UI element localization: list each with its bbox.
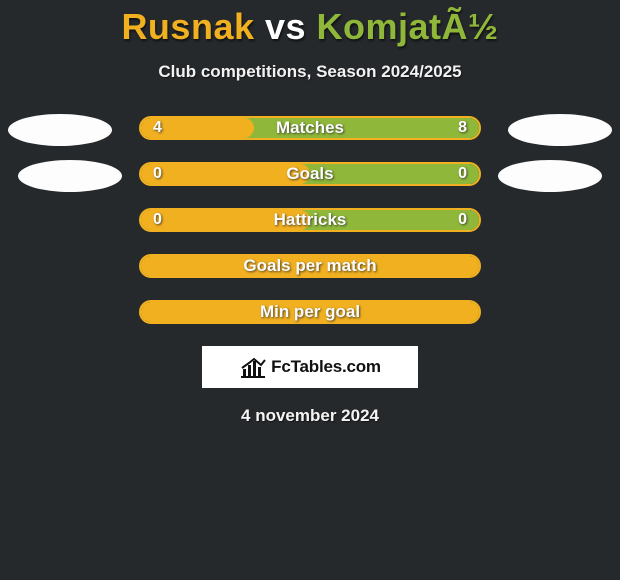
bar-chart-icon: [239, 355, 267, 379]
subtitle: Club competitions, Season 2024/2025: [0, 62, 620, 82]
stat-bar: Goals per match: [139, 254, 481, 278]
avatar-left: [18, 160, 122, 192]
watermark: FcTables.com: [202, 346, 418, 388]
stat-bar-left-fill: [141, 210, 310, 230]
stat-row-goals-per-match: Goals per match: [0, 254, 620, 282]
stat-bar-left-fill: [141, 256, 479, 276]
avatar-left: [8, 114, 112, 146]
title-vs: vs: [254, 6, 316, 47]
stat-bar: Goals00: [139, 162, 481, 186]
stat-bar-left-fill: [141, 164, 310, 184]
stat-row-hattricks: Hattricks00: [0, 208, 620, 236]
stat-bar: Hattricks00: [139, 208, 481, 232]
stat-bar: Min per goal: [139, 300, 481, 324]
stat-bar-left-fill: [141, 118, 254, 138]
avatar-right: [498, 160, 602, 192]
comparison-rows: Matches48 Goals00 Hattricks00 Goals per mat…: [0, 116, 620, 328]
avatar-right: [508, 114, 612, 146]
title-player-right: KomjatÃ½: [317, 6, 499, 47]
title-player-left: Rusnak: [121, 6, 254, 47]
watermark-text: FcTables.com: [271, 357, 381, 377]
stat-row-min-per-goal: Min per goal: [0, 300, 620, 328]
page-title: Rusnak vs KomjatÃ½: [0, 0, 620, 48]
stat-row-goals: Goals00: [0, 162, 620, 190]
stat-row-matches: Matches48: [0, 116, 620, 144]
date-label: 4 november 2024: [0, 406, 620, 426]
stat-bar: Matches48: [139, 116, 481, 140]
stat-bar-left-fill: [141, 302, 479, 322]
